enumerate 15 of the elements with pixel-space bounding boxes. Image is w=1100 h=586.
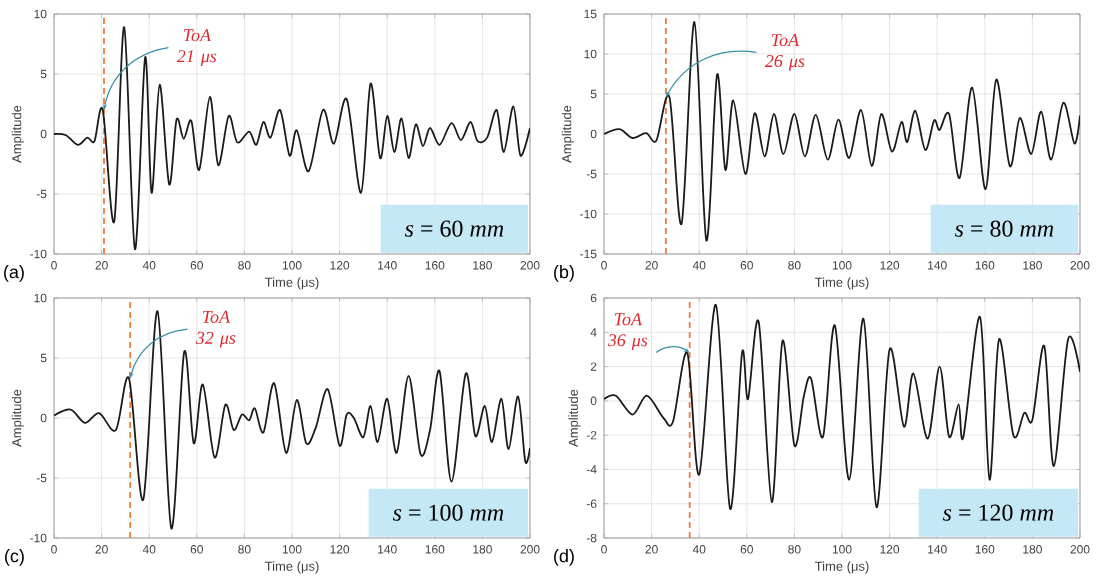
annotation: s = 80 mm: [954, 220, 1054, 237]
line-series: [54, 26, 530, 251]
text: (c): [5, 549, 24, 566]
annotation: ToA 36 μs: [607, 313, 648, 350]
text: (b): [554, 265, 574, 282]
annotation: ToA 32 μs: [195, 310, 236, 348]
line-series: [604, 21, 1080, 242]
annotation: s = 100 mm: [392, 504, 504, 521]
text: (d): [554, 549, 574, 566]
annotation: s = 120 mm: [942, 504, 1054, 521]
annotation: ToA 21 μs: [176, 29, 217, 66]
line-series: [54, 310, 530, 530]
text: (a): [4, 265, 24, 282]
annotation: ToA 26 μs: [764, 34, 805, 71]
annotation: s = 60 mm: [404, 220, 504, 237]
